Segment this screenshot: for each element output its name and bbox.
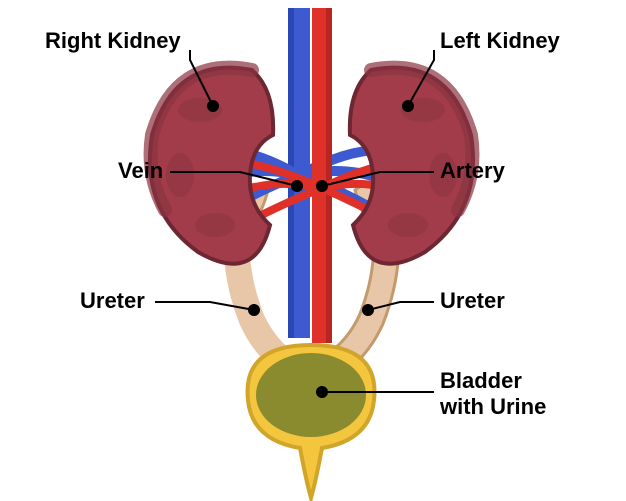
label-ureter-right: Ureter — [440, 288, 505, 314]
bladder-shape — [248, 345, 375, 498]
label-right-kidney: Right Kidney — [45, 28, 181, 54]
label-left-kidney: Left Kidney — [440, 28, 560, 54]
label-vein: Vein — [118, 158, 163, 184]
label-bladder: Bladder with Urine — [440, 368, 546, 421]
label-artery: Artery — [440, 158, 505, 184]
label-ureter-left: Ureter — [80, 288, 145, 314]
anatomy-svg — [0, 0, 626, 501]
urinary-system-diagram: { "diagram": { "type": "infographic", "b… — [0, 0, 626, 501]
